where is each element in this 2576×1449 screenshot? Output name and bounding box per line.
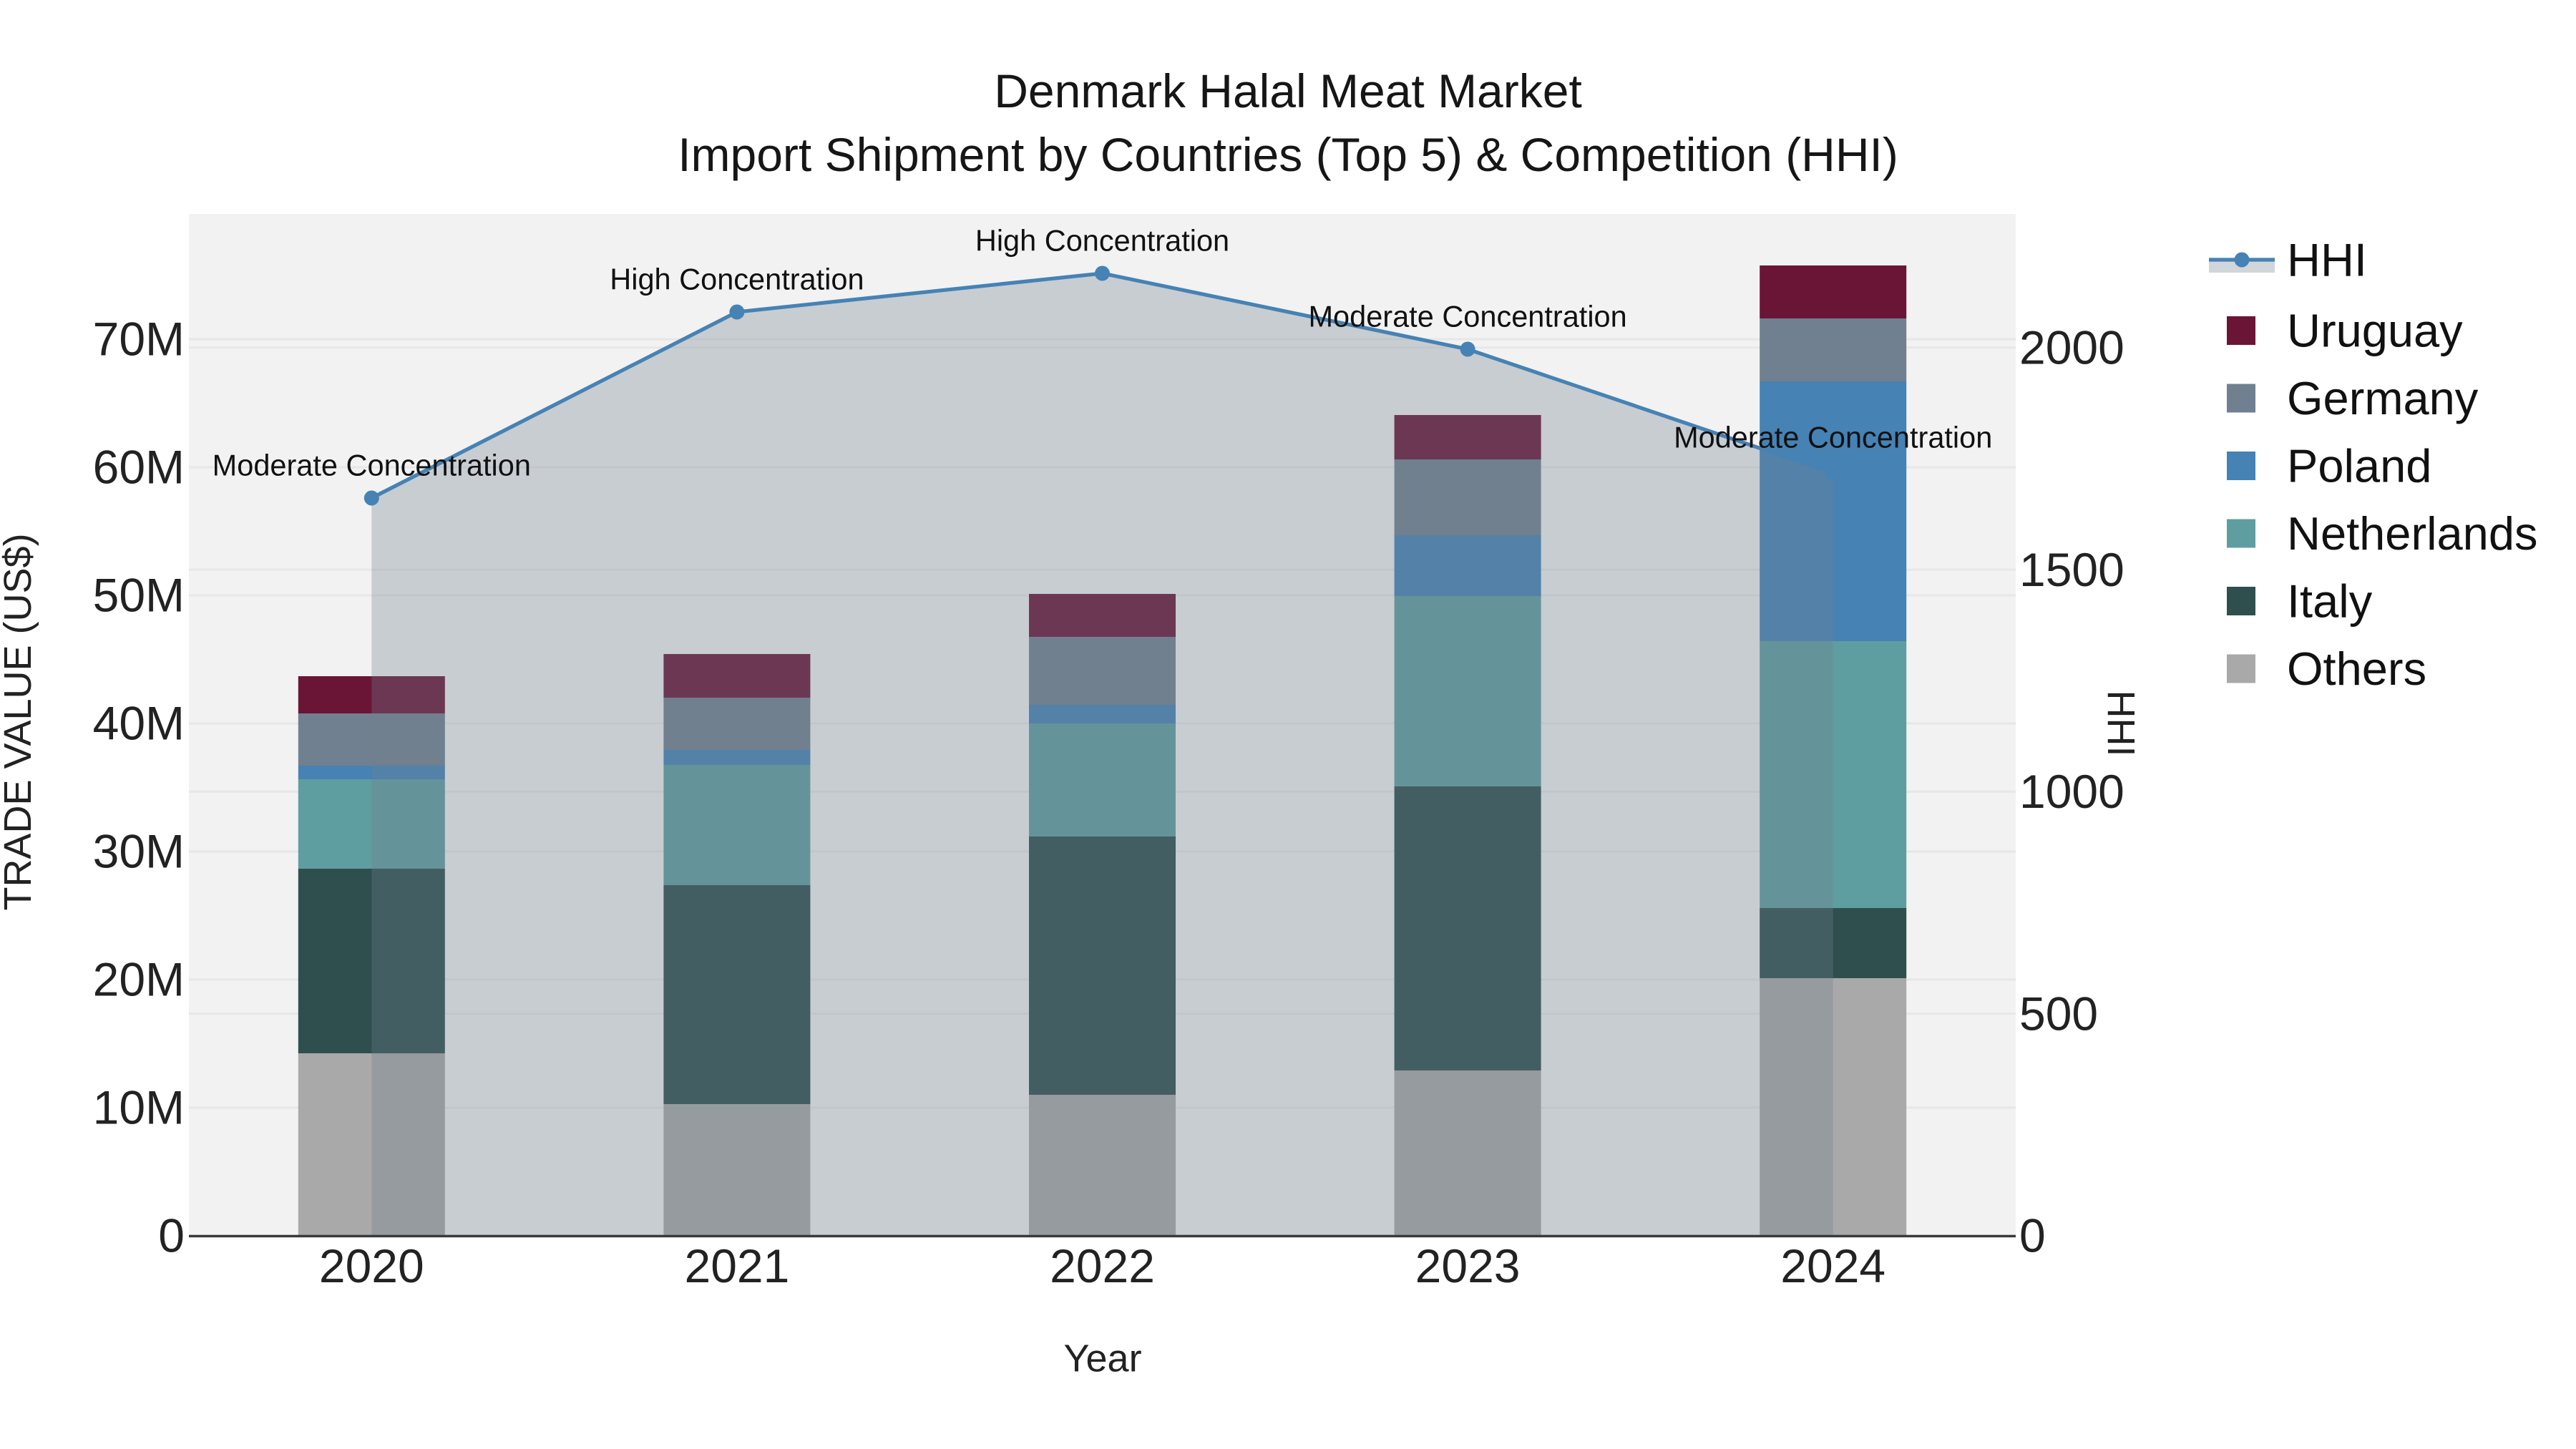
svg-text:2024: 2024 (1780, 1239, 1885, 1292)
svg-text:2021: 2021 (684, 1239, 789, 1292)
svg-text:Uruguay: Uruguay (2287, 304, 2463, 356)
svg-text:Denmark Halal Meat Market: Denmark Halal Meat Market (994, 64, 1582, 117)
svg-text:HHI: HHI (2099, 691, 2142, 757)
svg-text:Moderate Concentration: Moderate Concentration (1674, 420, 1992, 454)
svg-text:Netherlands: Netherlands (2287, 507, 2538, 560)
svg-text:1500: 1500 (2019, 543, 2124, 596)
svg-text:Italy: Italy (2287, 575, 2373, 627)
svg-text:Moderate Concentration: Moderate Concentration (1308, 299, 1626, 333)
svg-text:0: 0 (2019, 1209, 2046, 1262)
svg-text:2023: 2023 (1415, 1239, 1521, 1292)
svg-text:Moderate Concentration: Moderate Concentration (213, 448, 531, 482)
svg-text:1000: 1000 (2019, 765, 2124, 818)
svg-text:20M: 20M (93, 953, 185, 1006)
svg-text:500: 500 (2019, 987, 2098, 1040)
svg-text:Poland: Poland (2287, 439, 2431, 492)
svg-text:2022: 2022 (1050, 1239, 1155, 1292)
svg-text:2000: 2000 (2019, 321, 2124, 374)
svg-text:Others: Others (2287, 643, 2426, 695)
svg-text:HHI: HHI (2287, 233, 2367, 286)
svg-text:Import Shipment by Countries (: Import Shipment by Countries (Top 5) & C… (678, 128, 1898, 181)
svg-text:60M: 60M (93, 441, 185, 494)
svg-text:10M: 10M (93, 1081, 185, 1134)
svg-text:Year: Year (1063, 1337, 1141, 1380)
svg-text:70M: 70M (93, 313, 185, 366)
svg-text:High Concentration: High Concentration (610, 262, 864, 296)
svg-text:50M: 50M (93, 569, 185, 622)
svg-text:High Concentration: High Concentration (975, 223, 1229, 257)
svg-text:0: 0 (158, 1209, 185, 1262)
svg-text:Germany: Germany (2287, 372, 2479, 424)
svg-text:TRADE VALUE (US$): TRADE VALUE (US$) (0, 533, 39, 910)
svg-text:2020: 2020 (319, 1239, 424, 1292)
svg-text:40M: 40M (93, 697, 185, 750)
svg-text:30M: 30M (93, 825, 185, 878)
